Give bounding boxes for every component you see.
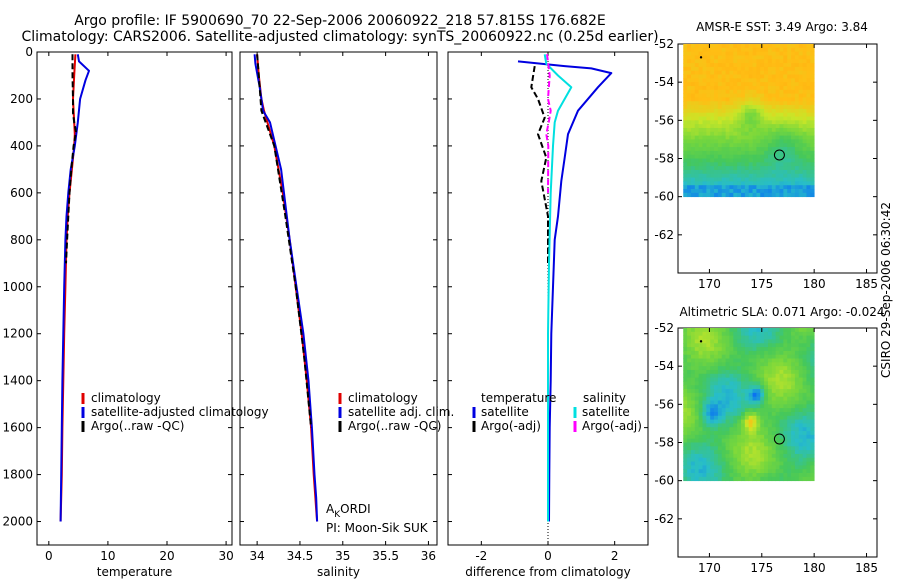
sla-ytick-label-0: -52 — [654, 321, 674, 335]
legend-0-label-0: climatology — [91, 391, 161, 405]
depth-tick-label-5: 1000 — [2, 280, 33, 294]
legend-1-label-1: satellite adj. clim. — [348, 405, 454, 419]
sla-ytick-label-5: -62 — [654, 512, 674, 526]
panel-0-xtick-label-0: 0 — [45, 549, 53, 563]
panel-1-xlabel: salinity — [317, 565, 360, 579]
legend-2-label-1-1: Argo(-adj) — [582, 419, 642, 433]
panel-1-xtick-label-4: 36 — [421, 549, 436, 563]
legend-2-group-1-title: salinity — [583, 391, 626, 405]
panel-2-xtick-label-2: 2 — [611, 549, 619, 563]
sla-ytick-label-3: -58 — [654, 436, 674, 450]
depth-tick-label-8: 1600 — [2, 421, 33, 435]
investigator-annotation-institute: AKORDI — [326, 502, 371, 520]
depth-tick-label-0: 0 — [25, 45, 33, 59]
depth-tick-label-9: 1800 — [2, 468, 33, 482]
sla-ytick-label-4: -60 — [654, 474, 674, 488]
sst-xtick-label-0: 170 — [698, 277, 721, 291]
legend-2-label-0-0: satellite — [481, 405, 529, 419]
depth-tick-label-7: 1400 — [2, 374, 33, 388]
legend-2-label-0-1: Argo(-adj) — [481, 419, 541, 433]
legend-1-label-2: Argo(..raw -QC) — [348, 419, 441, 433]
sla-xtick-label-0: 170 — [698, 561, 721, 575]
depth-tick-label-2: 400 — [10, 139, 33, 153]
panel-1-frame — [239, 51, 438, 546]
panel-0-xtick-label-2: 20 — [159, 549, 174, 563]
legend-0-label-1: satellite-adjusted climatology — [91, 405, 269, 419]
sst-ytick-label-2: -56 — [654, 113, 674, 127]
sst-ytick-label-0: -52 — [654, 37, 674, 51]
depth-tick-label-3: 600 — [10, 186, 33, 200]
panel-1-xtick-label-3: 35.5 — [372, 549, 399, 563]
sla-map-title: Altimetric SLA: 0.071 Argo: -0.024 — [679, 305, 885, 319]
sst-map-title: AMSR-E SST: 3.49 Argo: 3.84 — [696, 20, 868, 34]
sla-xtick-label-3: 185 — [855, 561, 878, 575]
panel-1-xtick-label-2: 35 — [335, 549, 350, 563]
sla-island-marker — [699, 340, 703, 343]
depth-tick-label-10: 2000 — [2, 515, 33, 529]
panel-0-series-1 — [59, 54, 90, 522]
panel-2-series-3 — [545, 54, 552, 193]
investigator-annotation-pi: PI: Moon-Sik SUK — [326, 521, 429, 535]
depth-tick-label-1: 200 — [10, 92, 33, 106]
panel-2-xlabel: difference from climatology — [465, 565, 631, 579]
legend-0-label-2: Argo(..raw -QC) — [91, 419, 184, 433]
sla-argo-marker — [773, 433, 785, 445]
sla-ytick-label-2: -56 — [654, 397, 674, 411]
depth-tick-label-6: 1200 — [2, 327, 33, 341]
sst-xtick-label-1: 175 — [750, 277, 773, 291]
sla-ytick-label-1: -54 — [654, 359, 674, 373]
panel-2-series-1 — [530, 65, 549, 264]
panel-1-series-2 — [256, 54, 313, 428]
sla-xtick-label-2: 180 — [803, 561, 826, 575]
legend-1-label-0: climatology — [348, 391, 418, 405]
legend-2-group-0-title: temperature — [481, 391, 556, 405]
panel-0-xtick-label-1: 10 — [100, 549, 115, 563]
sst-argo-marker — [773, 149, 785, 161]
chart-title-line1: Argo profile: IF 5900690_70 22-Sep-2006 … — [74, 13, 606, 29]
panel-1-xtick-label-0: 34 — [249, 549, 264, 563]
sst-ytick-label-3: -58 — [654, 152, 674, 166]
panel-2-series-0 — [517, 60, 613, 522]
depth-tick-label-4: 800 — [10, 233, 33, 247]
chart-title-line2: Climatology: CARS2006. Satellite-adjuste… — [21, 29, 659, 45]
sla-xtick-label-1: 175 — [750, 561, 773, 575]
sst-ytick-label-4: -60 — [654, 190, 674, 204]
sst-ytick-label-5: -62 — [654, 228, 674, 242]
sst-island-marker — [699, 56, 703, 59]
panel-2-xtick-label-1: 0 — [544, 549, 552, 563]
sst-ytick-label-1: -54 — [654, 75, 674, 89]
sst-xtick-label-3: 185 — [855, 277, 878, 291]
sst-xtick-label-2: 180 — [803, 277, 826, 291]
panel-2-xtick-label-0: -2 — [475, 549, 487, 563]
legend-2-label-1-0: satellite — [582, 405, 630, 419]
panel-0-series-2 — [65, 54, 77, 264]
sst-heatmap — [683, 44, 815, 198]
panel-1-xtick-label-1: 34.5 — [287, 549, 314, 563]
panel-2-series-2 — [543, 54, 573, 522]
panel-0-frame — [36, 51, 233, 546]
panel-0-xtick-label-3: 30 — [218, 549, 233, 563]
panel-0-xlabel: temperature — [97, 565, 172, 579]
sla-heatmap — [683, 328, 815, 482]
